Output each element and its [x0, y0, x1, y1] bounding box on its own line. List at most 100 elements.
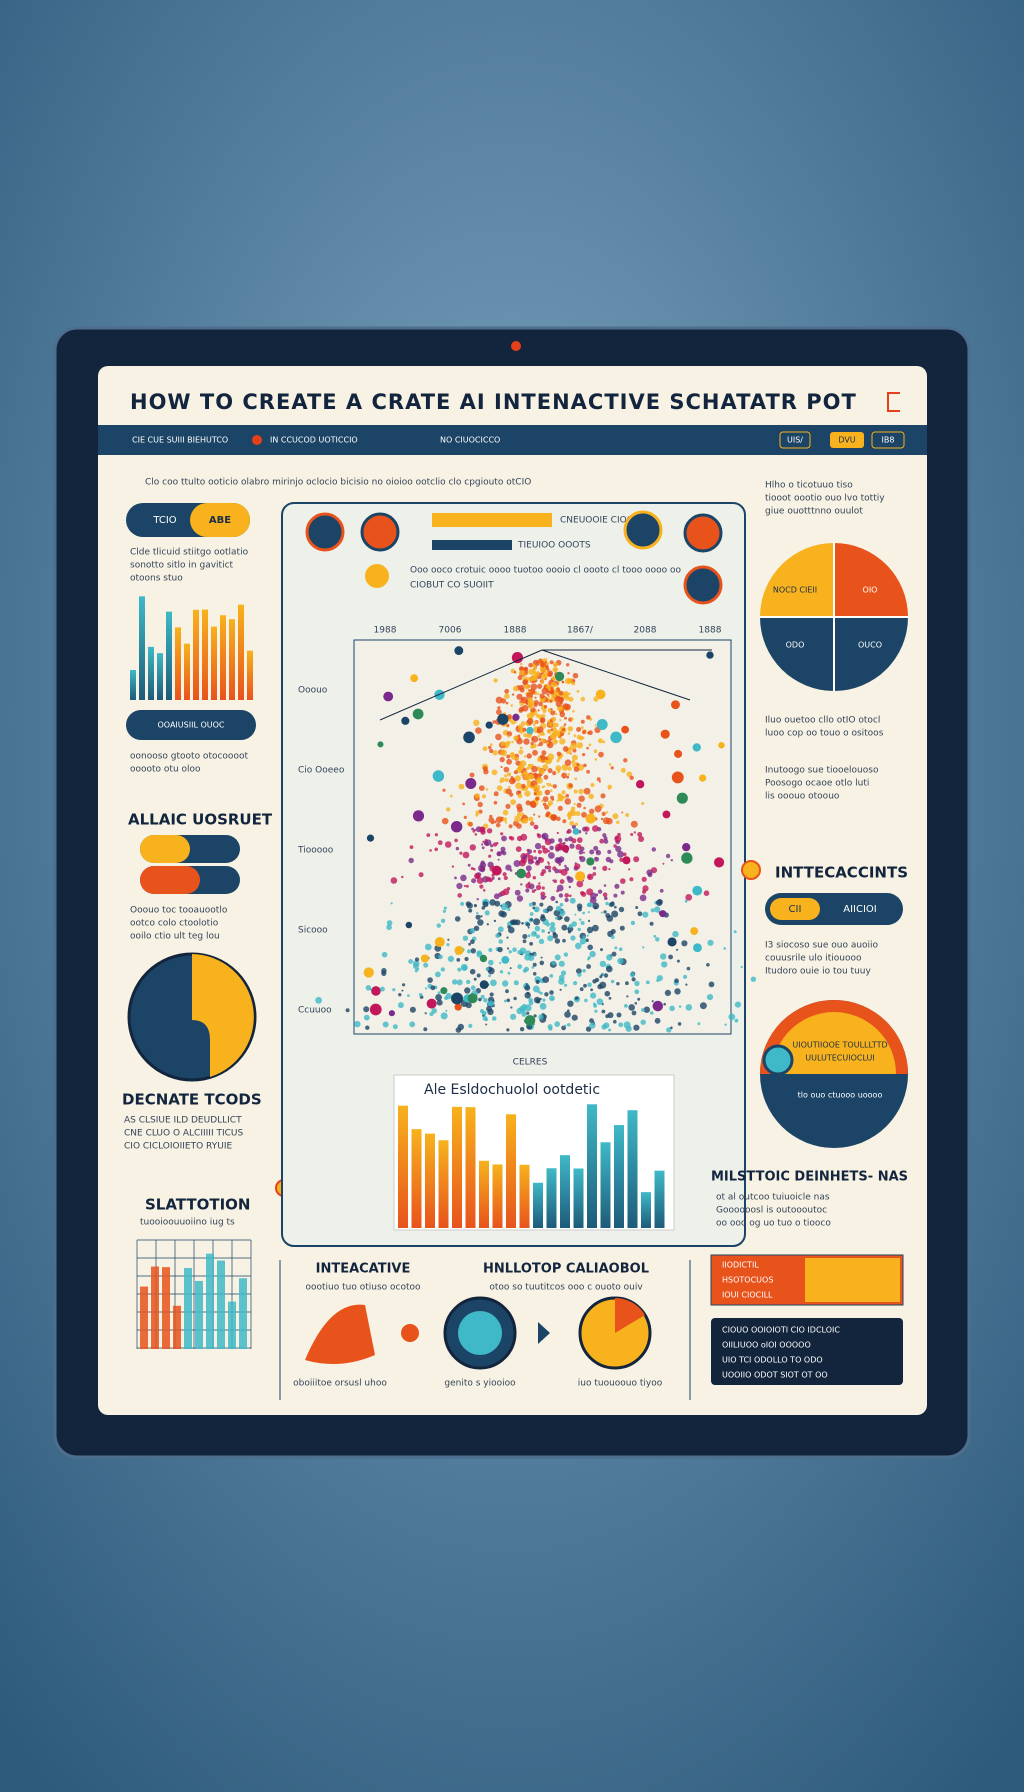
- axis-tick-label: 2088: [634, 626, 657, 636]
- scatter-dot: [454, 838, 458, 843]
- scatter-dot: [583, 851, 585, 854]
- pie-slice: [834, 543, 908, 617]
- scatter-dot: [662, 862, 665, 865]
- scatter-dot: [457, 1023, 464, 1031]
- scatter-dot: [466, 979, 471, 985]
- scatter-dot: [547, 782, 551, 787]
- scatter-dot: [532, 906, 536, 910]
- scatter-dot: [554, 688, 558, 692]
- scatter-dot: [540, 891, 546, 897]
- nav-item[interactable]: NO CIUOCICCO: [440, 436, 500, 445]
- scatter-dot: [505, 701, 509, 705]
- bar-shape: [162, 1267, 170, 1349]
- scatter-dot: [618, 947, 623, 951]
- toggle-segment[interactable]: [140, 866, 200, 894]
- scatter-dot: [488, 1000, 495, 1007]
- scatter-dot: [708, 981, 715, 988]
- caption: oboiiitoe orsusl uhoo: [293, 1379, 387, 1389]
- scatter-dot: [550, 896, 556, 901]
- scatter-dot: [661, 961, 668, 968]
- scatter-dot: [577, 972, 582, 977]
- scatter-dot: [518, 790, 522, 794]
- bar-shape: [465, 1107, 476, 1228]
- toggle-segment[interactable]: [140, 835, 190, 863]
- scatter-dot: [634, 989, 640, 995]
- scatter-dot: [514, 889, 521, 896]
- scatter-dot: [594, 805, 602, 813]
- scatter-dot: [507, 947, 510, 950]
- scatter-dot: [476, 898, 479, 901]
- scatter-dot: [645, 980, 650, 985]
- button[interactable]: [126, 710, 256, 740]
- bar-shape: [641, 1192, 651, 1228]
- scatter-dot: [504, 693, 510, 699]
- scatter-dot: [594, 977, 600, 983]
- scatter-dot: [397, 1002, 404, 1009]
- scatter-dot: [651, 847, 656, 852]
- half-pie-inner: [772, 1012, 896, 1074]
- scatter-dot: [576, 742, 583, 749]
- bar-shape: [627, 1110, 638, 1228]
- body-text: CNE CLUO O ALCIIIII TICUS: [124, 1129, 244, 1139]
- scatter-dot: [526, 766, 530, 771]
- scatter-dot: [440, 987, 448, 995]
- scatter-dot: [390, 877, 398, 884]
- pill-label: ABE: [209, 515, 231, 526]
- bar-shape: [193, 609, 199, 700]
- body-text: Ooouo toc tooauootlo: [130, 906, 228, 916]
- bar-shape: [438, 1140, 449, 1228]
- marker[interactable]: [741, 860, 761, 880]
- scatter-dot: [564, 893, 569, 898]
- scatter-dot: [423, 1027, 428, 1032]
- scatter-dot: [475, 874, 480, 879]
- scatter-dot: [455, 846, 460, 851]
- nav-button[interactable]: [779, 431, 811, 449]
- scatter-dot: [491, 1016, 497, 1021]
- scatter-dot: [516, 812, 521, 817]
- body-text: tiooot oootio ouo lvo tottiy: [765, 494, 885, 504]
- scatter-dot: [506, 754, 511, 759]
- scatter-dot: [500, 850, 505, 854]
- scatter-dot: [593, 1002, 596, 1006]
- section-heading: INTTECACCINTS: [775, 864, 908, 882]
- nav-item[interactable]: CIE CUE SUIII BIEHUTCO: [132, 436, 228, 445]
- scatter-dot: [561, 727, 566, 732]
- scatter-dot: [497, 946, 503, 953]
- scatter-cloud: [315, 646, 757, 1033]
- scatter-dot: [500, 911, 507, 918]
- nav-button-label: UIS/: [787, 436, 803, 445]
- scatter-dot: [582, 935, 586, 939]
- scatter-dot: [526, 712, 534, 720]
- scatter-dot: [549, 845, 554, 851]
- close-icon[interactable]: [887, 392, 900, 412]
- scatter-dot: [467, 993, 478, 1004]
- pill-segment[interactable]: [190, 503, 250, 537]
- axis-label: CELRES: [513, 1058, 548, 1068]
- section-heading: DECNATE TCODS: [122, 1091, 262, 1109]
- scatter-dot: [586, 746, 589, 750]
- pie-slice: [760, 543, 834, 617]
- scatter-dot: [519, 1027, 525, 1032]
- scatter-dot: [611, 951, 617, 957]
- scatter-dot: [578, 850, 584, 855]
- nav-button[interactable]: [830, 432, 864, 448]
- scatter-dot: [590, 988, 593, 992]
- scatter-dot: [535, 884, 542, 891]
- scatter-dot: [412, 810, 425, 822]
- scatter-dot: [512, 947, 517, 952]
- bar-illustration: [398, 1104, 665, 1228]
- scatter-dot: [620, 767, 626, 773]
- body-text: ooilo ctio ult teg lou: [130, 932, 220, 942]
- nav-button[interactable]: [871, 431, 905, 449]
- scatter-dot: [446, 943, 450, 947]
- scatter-dot: [678, 1005, 682, 1008]
- scatter-dot: [528, 662, 533, 668]
- scatter-dot: [532, 972, 537, 976]
- toggle-segment[interactable]: [770, 898, 820, 920]
- scatter-dot: [479, 826, 486, 833]
- nav-item[interactable]: IN CCUCOD UOTICCIO: [270, 436, 358, 445]
- scatter-dot: [513, 996, 517, 1001]
- scatter-dot: [554, 868, 560, 874]
- scatter-dot: [556, 915, 562, 921]
- scatter-dot: [412, 708, 424, 720]
